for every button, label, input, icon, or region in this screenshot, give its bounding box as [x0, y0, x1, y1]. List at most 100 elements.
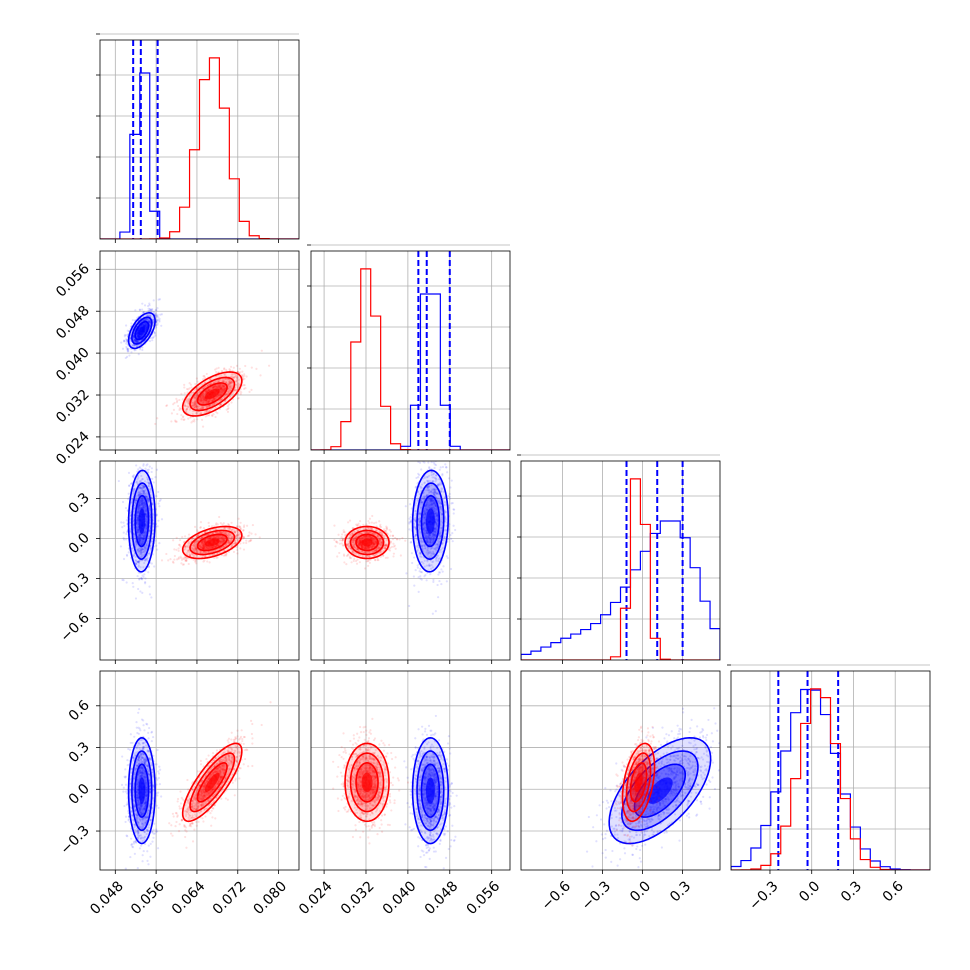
- blue-contour-1: [131, 750, 153, 832]
- red-contour-2: [355, 533, 379, 552]
- x-tick-label-0-1: 0.056: [128, 878, 168, 918]
- grid: [521, 671, 720, 870]
- red-contour-1: [349, 752, 385, 813]
- red-contour-1: [189, 529, 236, 556]
- red-contour-0: [181, 742, 243, 823]
- red-contour-0: [621, 742, 656, 823]
- x-tick-label-1-1: 0.032: [338, 878, 378, 918]
- panel-frame: [310, 250, 511, 451]
- blue-contour-0: [127, 469, 156, 573]
- red-contour-0: [181, 525, 243, 560]
- panel-frame: [99, 670, 300, 871]
- x-tick-label-3-0: −0.3: [746, 878, 781, 913]
- blue-contour-2: [420, 763, 441, 818]
- y-tick-label-1-4: 0.056: [53, 261, 93, 301]
- grid: [311, 244, 510, 450]
- blue-density-fill-3: [647, 777, 673, 804]
- red-contour-1: [625, 752, 652, 813]
- red-contour-2: [355, 762, 379, 803]
- x-tick-label-1-2: 0.040: [380, 878, 420, 918]
- blue-contour-1: [131, 482, 153, 560]
- y-tick-label-2-3: 0.3: [66, 490, 93, 517]
- blue-contour-2: [420, 494, 441, 548]
- blue-density-fill-3: [138, 326, 146, 336]
- red-density-fill-3: [204, 772, 220, 793]
- y-tick-label-3-2: 0.3: [66, 739, 93, 766]
- panel-2-1: [310, 460, 511, 664]
- blue-contour-2: [134, 320, 150, 341]
- red-density-fill-3: [361, 772, 373, 793]
- x-tick-label-0-2: 0.064: [169, 878, 209, 918]
- panel-0-0: [96, 33, 300, 243]
- x-tick-label-1-4: 0.056: [464, 878, 504, 918]
- red-contour-0: [344, 742, 390, 823]
- panel-3-3: −0.3 0.0 0.3 0.6: [727, 664, 931, 914]
- blue-density-fill-3: [425, 508, 435, 534]
- panel-frame: [520, 460, 721, 661]
- x-tick-label-3-1: 0.0: [796, 878, 823, 905]
- x-tick-label-0-3: 0.072: [210, 878, 250, 918]
- blue-contour-0: [127, 311, 156, 350]
- x-tick-label-1-0: 0.024: [296, 878, 336, 918]
- panel-frame: [310, 460, 511, 661]
- red-contour-1: [189, 376, 236, 412]
- grid: [311, 461, 510, 660]
- blue-contour-0: [411, 469, 449, 573]
- y-tick-label-1-1: 0.032: [53, 387, 93, 427]
- red-density-fill-3: [204, 388, 220, 400]
- red-contour-2: [196, 762, 228, 803]
- x-tick-label-2-3: 0.3: [667, 878, 694, 905]
- panel-3-2: −0.6 −0.3 0.0 0.3: [520, 670, 721, 914]
- blue-density-fill-3: [138, 508, 146, 534]
- y-tick-label-2-0: −0.6: [57, 610, 92, 645]
- x-tick-label-3-2: 0.3: [838, 878, 865, 905]
- x-tick-label-2-1: −0.3: [579, 878, 614, 913]
- grid: [100, 461, 299, 660]
- blue-contour-0: [608, 737, 712, 845]
- grid: [100, 251, 299, 450]
- panel-3-1: 0.024 0.032 0.040 0.048 0.056: [296, 670, 511, 918]
- y-tick-label-1-2: 0.040: [53, 345, 93, 385]
- red-histogram-2: [521, 478, 720, 660]
- grid: [311, 671, 510, 870]
- red-contour-1: [349, 529, 385, 556]
- grid: [100, 671, 299, 870]
- blue-density-fill-3: [425, 777, 435, 804]
- y-tick-label-3-3: 0.6: [66, 697, 93, 724]
- y-tick-label-1-3: 0.048: [53, 303, 93, 343]
- red-contour-2: [196, 382, 228, 406]
- blue-histogram-2: [521, 520, 720, 660]
- red-contour-2: [629, 762, 648, 803]
- panel-frame: [520, 670, 721, 871]
- red-density-fill-3: [634, 772, 643, 793]
- blue-contour-1: [131, 316, 153, 345]
- panel-frame: [99, 39, 300, 240]
- panel-3-0: 0.048 0.056 0.064 0.072 0.080 −0.3 0.0 0.3 0.6: [57, 670, 300, 918]
- red-contour-0: [181, 371, 243, 417]
- blue-density-fill-3: [138, 777, 146, 804]
- red-histogram-1: [311, 268, 510, 450]
- red-contour-2: [196, 533, 228, 552]
- red-density-fill-3: [204, 538, 220, 547]
- panel-frame: [310, 670, 511, 871]
- blue-contour-2: [134, 763, 150, 818]
- grid: [731, 664, 930, 870]
- red-contour-1: [189, 752, 236, 813]
- blue-contour-2: [633, 763, 687, 818]
- x-tick-label-0-0: 0.048: [87, 878, 127, 918]
- blue-contour-0: [127, 736, 156, 845]
- x-tick-label-2-0: −0.6: [539, 878, 574, 913]
- blue-contour-1: [621, 750, 699, 832]
- panel-frame: [99, 460, 300, 661]
- blue-contour-2: [134, 494, 150, 548]
- panel-frame: [730, 670, 931, 871]
- panel-2-0: −0.6 −0.3 0.0 0.3: [57, 460, 300, 664]
- y-tick-label-2-2: 0.0: [66, 530, 93, 557]
- red-contour-0: [344, 525, 390, 560]
- x-tick-label-1-3: 0.048: [422, 878, 462, 918]
- y-tick-label-3-0: −0.3: [57, 823, 92, 858]
- x-tick-label-0-4: 0.080: [251, 878, 291, 918]
- blue-contour-0: [411, 736, 450, 845]
